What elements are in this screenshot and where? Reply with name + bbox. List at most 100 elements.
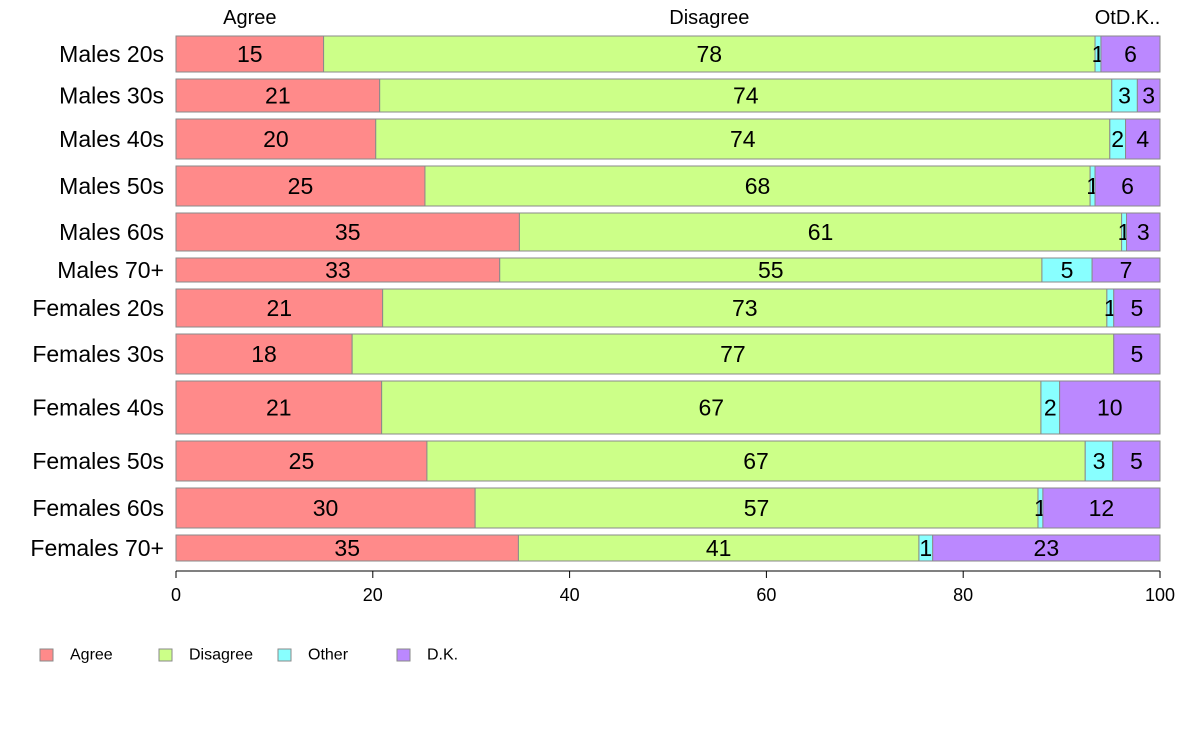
bar-males-20s-agree [175,35,325,73]
data-label-females-60s-d-k: 12 [1089,495,1115,521]
data-label-males-40s-agree: 20 [263,126,289,152]
data-label-males-40s-other: 2 [1111,126,1124,152]
top-label-agree: Agree [223,7,276,29]
row-label-males-40s: Males 40s [59,126,164,152]
x-tick-label-20: 20 [363,585,383,605]
row-label-females-40s: Females 40s [32,395,164,421]
x-axis: 0 20 40 60 80 100 [171,570,1175,605]
legend-swatch-disagree [158,648,173,662]
data-label-females-30s-disagree: 77 [720,341,746,367]
data-label-males-70plus-agree: 33 [325,257,351,283]
bar-females-20s-agree [175,288,384,328]
bar-males-40s-d-k [1125,118,1161,160]
bar-males-70plus-d-k [1091,257,1161,283]
bar-males-30s-agree [175,78,381,113]
row-label-females-30s: Females 30s [32,341,164,367]
data-label-females-70plus-other: 1 [919,535,932,561]
x-tick-label-60: 60 [756,585,776,605]
data-label-females-70plus-d-k: 23 [1034,535,1060,561]
bar-males-50s-d-k [1094,165,1161,207]
data-label-males-70plus-disagree: 55 [758,257,784,283]
data-label-females-50s-disagree: 67 [743,448,769,474]
bars-area: 15 78 1 621 74 3 320 74 2 425 68 1 635 61 1 333 55 5 721 73… [175,35,1161,562]
data-label-males-30s-other: 3 [1118,83,1131,109]
data-label-males-70plus-d-k: 7 [1120,257,1133,283]
bar-females-30s-agree [175,333,353,375]
bar-females-60s-disagree [474,487,1039,529]
bar-males-40s-disagree [375,118,1111,160]
bar-males-40s-agree [175,118,377,160]
bar-females-50s-disagree [426,440,1086,482]
row-label-males-50s: Males 50s [59,173,164,199]
data-label-males-20s-disagree: 78 [697,41,723,67]
data-label-females-40s-agree: 21 [266,395,292,421]
data-label-males-50s-d-k: 6 [1121,173,1134,199]
data-label-males-30s-agree: 21 [265,83,291,109]
data-label-males-30s-disagree: 74 [733,83,759,109]
top-label-disagree: Disagree [669,7,749,29]
x-tick-label-40: 40 [560,585,580,605]
x-tick-label-80: 80 [953,585,973,605]
data-label-males-60s-disagree: 61 [808,219,834,245]
row-label-males-70plus: Males 70+ [57,257,164,283]
bar-females-30s-d-k [1113,333,1161,375]
bar-females-60s-d-k [1042,487,1161,529]
bar-males-60s-d-k [1126,212,1161,252]
row-label-females-20s: Females 20s [32,295,164,321]
bar-males-50s-agree [175,165,426,207]
bar-females-50s-d-k [1112,440,1161,482]
data-label-males-30s-d-k: 3 [1142,83,1155,109]
bar-females-40s-agree [175,380,383,435]
data-label-males-50s-disagree: 68 [745,173,771,199]
data-label-females-40s-d-k: 10 [1097,395,1123,421]
bar-females-70plus-agree [175,534,519,562]
legend-label-agree: Agree [70,647,113,664]
row-labels: Males 20s Males 30s Males 40s Males 50s Male… [30,41,164,561]
data-label-females-20s-disagree: 73 [732,295,758,321]
bar-males-30s-d-k [1136,78,1161,113]
data-label-females-20s-agree: 21 [267,295,293,321]
data-label-males-60s-agree: 35 [335,219,361,245]
bar-females-70plus-d-k [932,534,1161,562]
bar-males-20s-disagree [323,35,1096,73]
legend-label-disagree: Disagree [189,647,253,664]
bar-females-40s-d-k [1059,380,1161,435]
row-label-females-50s: Females 50s [32,448,164,474]
bar-females-40s-disagree [381,380,1042,435]
bar-males-30s-other [1111,78,1138,113]
data-label-females-20s-d-k: 5 [1130,295,1143,321]
x-tick-label-100: 100 [1145,585,1175,605]
bar-females-70plus-disagree [517,534,920,562]
data-label-females-70plus-disagree: 41 [706,535,732,561]
data-label-males-50s-agree: 25 [288,173,314,199]
data-label-males-20s-d-k: 6 [1124,41,1137,67]
data-label-females-40s-other: 2 [1044,395,1057,421]
legend-swatch-d-k [396,648,411,662]
bar-females-50s-other [1084,440,1114,482]
data-label-females-40s-disagree: 67 [698,395,724,421]
legend-label-other: Other [308,647,349,664]
legend-label-d-k: D.K. [427,647,458,664]
data-label-males-40s-disagree: 74 [730,126,756,152]
data-label-males-40s-d-k: 4 [1136,126,1149,152]
top-category-labels: Agree Disagree OtD.K.. [223,7,1160,29]
legend-swatch-agree [39,648,54,662]
data-label-females-60s-agree: 30 [313,495,339,521]
data-label-females-50s-agree: 25 [289,448,315,474]
bar-males-70plus-agree [175,257,501,283]
legend-swatch-other [277,648,292,662]
bar-females-20s-disagree [382,288,1108,328]
x-tick-label-0: 0 [171,585,181,605]
row-label-females-70plus: Females 70+ [30,535,164,561]
data-label-males-60s-d-k: 3 [1137,219,1150,245]
data-label-females-50s-other: 3 [1093,448,1106,474]
top-label-otd-k: OtD.K.. [1095,7,1161,29]
row-label-males-60s: Males 60s [59,219,164,245]
bar-males-30s-disagree [379,78,1113,113]
data-label-males-20s-agree: 15 [237,41,263,67]
row-label-males-30s: Males 30s [59,83,164,109]
bar-females-20s-d-k [1113,288,1161,328]
legend: Agree Disagree Other D.K. [39,647,458,664]
data-label-females-60s-disagree: 57 [744,495,770,521]
